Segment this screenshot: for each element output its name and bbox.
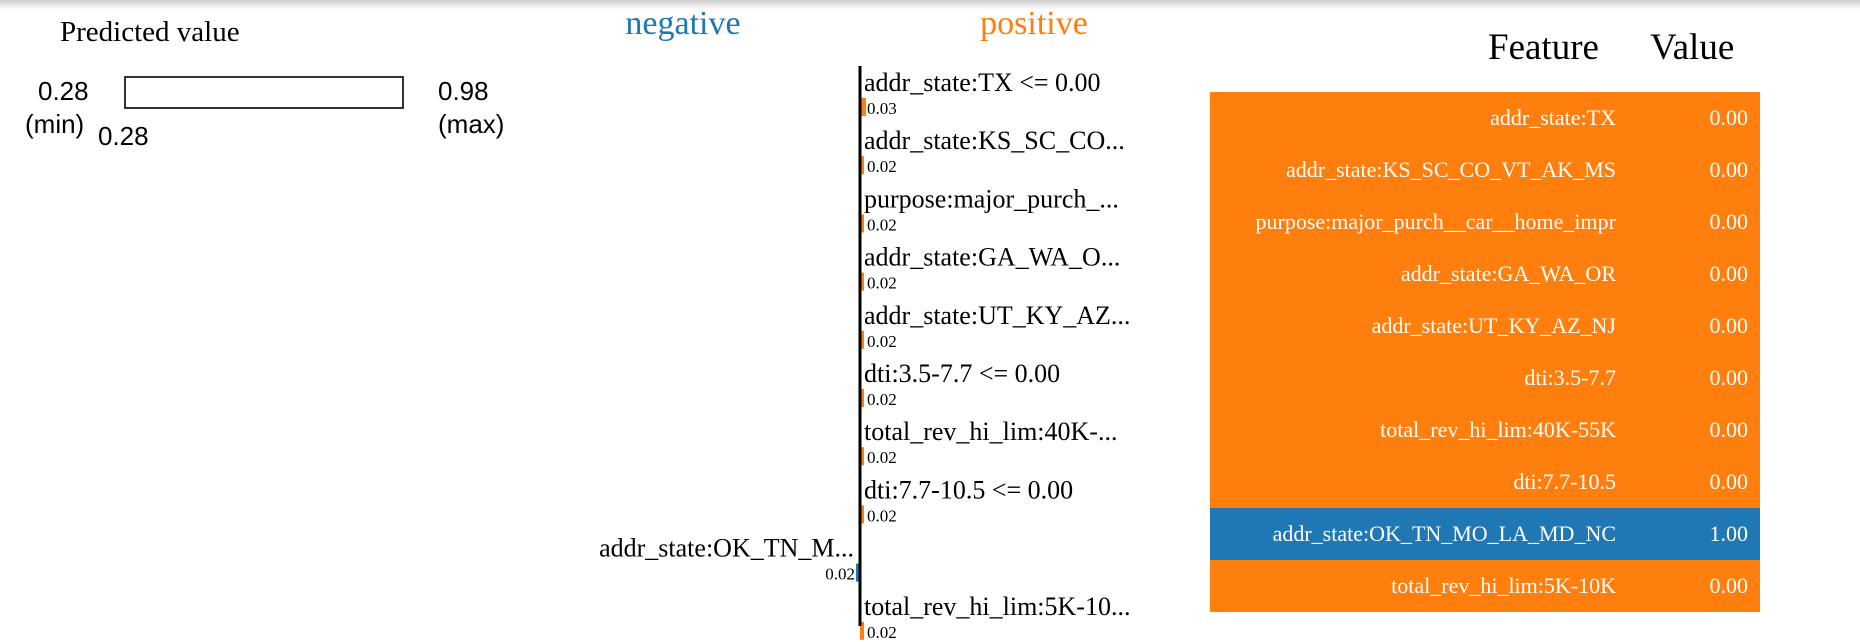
table-header-value: Value	[1650, 27, 1735, 68]
legend-positive: positive	[980, 5, 1088, 42]
table-cell-value: 0.00	[1709, 209, 1749, 234]
bar-label: total_rev_hi_lim:40K-...	[864, 417, 1117, 446]
table-cell-value: 0.00	[1709, 469, 1749, 494]
bar-value-label: 0.02	[867, 215, 897, 234]
contribution-bar	[860, 389, 864, 407]
contribution-bar	[860, 330, 864, 349]
table-row: addr_state:UT_KY_AZ_NJ 0.00	[1210, 300, 1760, 352]
table-cell-feature: addr_state:TX	[1490, 105, 1616, 130]
bar-value-label: 0.02	[867, 448, 897, 467]
table-header-feature: Feature	[1488, 27, 1599, 68]
table-cell-feature: total_rev_hi_lim:5K-10K	[1391, 573, 1616, 598]
bar-value-label: 0.02	[867, 506, 897, 525]
contribution-bar	[860, 621, 864, 640]
table-cell-value: 0.00	[1709, 157, 1749, 182]
contribution-bar	[860, 98, 866, 116]
table-row: total_rev_hi_lim:40K-55K 0.00	[1210, 404, 1760, 456]
bar-label: addr_state:TX <= 0.00	[864, 68, 1101, 97]
bar-label: addr_state:KS_SC_CO...	[864, 126, 1125, 155]
predicted-min-label: (min)	[25, 109, 85, 139]
contribution-bar	[860, 272, 864, 291]
bar-value-label: 0.03	[867, 99, 897, 118]
table-cell-value: 1.00	[1709, 521, 1749, 546]
bar-label: addr_state:GA_WA_O...	[864, 243, 1120, 272]
table-cell-feature: addr_state:UT_KY_AZ_NJ	[1371, 313, 1616, 338]
bar-value-label: 0.02	[825, 565, 855, 584]
predicted-value-bar	[124, 76, 404, 109]
contribution-bar	[860, 505, 864, 524]
table-row: addr_state:KS_SC_CO_VT_AK_MS 0.00	[1210, 144, 1760, 196]
bar-value-label: 0.02	[867, 157, 897, 176]
table-cell-feature: addr_state:GA_WA_OR	[1400, 261, 1616, 286]
feature-value-table: addr_state:TX 0.00 addr_state:KS_SC_CO_VT_…	[1210, 92, 1760, 612]
bar-value-label: 0.02	[867, 274, 897, 293]
table-cell-feature: dti:3.5-7.7	[1524, 365, 1616, 390]
predicted-max-value: 0.98	[438, 76, 489, 106]
table-row: total_rev_hi_lim:5K-10K 0.00	[1210, 560, 1760, 612]
predicted-current-value: 0.28	[98, 121, 149, 151]
bar-value-label: 0.02	[867, 332, 897, 351]
table-cell-value: 0.00	[1709, 105, 1749, 130]
table-row: addr_state:GA_WA_OR 0.00	[1210, 248, 1760, 300]
bar-label: dti:7.7-10.5 <= 0.00	[864, 475, 1073, 504]
table-row: purpose:major_purch__car__home_impr 0.00	[1210, 196, 1760, 248]
table-cell-feature: addr_state:KS_SC_CO_VT_AK_MS	[1285, 157, 1616, 182]
bar-label: purpose:major_purch_...	[864, 184, 1119, 213]
predicted-min-value: 0.28	[38, 76, 89, 106]
bar-label: addr_state:UT_KY_AZ...	[864, 301, 1130, 330]
table-row: dti:7.7-10.5 0.00	[1210, 456, 1760, 508]
table-cell-value: 0.00	[1709, 417, 1749, 442]
contribution-bar	[860, 214, 864, 233]
top-shadow	[0, 0, 1860, 10]
predicted-value-title: Predicted value	[60, 16, 240, 48]
contribution-bar	[860, 156, 864, 175]
table-row: addr_state:OK_TN_MO_LA_MD_NC 1.00	[1210, 508, 1760, 560]
table-cell-feature: total_rev_hi_lim:40K-55K	[1380, 417, 1616, 442]
bar-label: addr_state:OK_TN_M...	[599, 534, 854, 563]
table-cell-feature: dti:7.7-10.5	[1513, 469, 1616, 494]
bar-label: dti:3.5-7.7 <= 0.00	[864, 359, 1060, 388]
bar-value-label: 0.02	[867, 623, 897, 642]
table-cell-value: 0.00	[1709, 573, 1749, 598]
table-cell-feature: addr_state:OK_TN_MO_LA_MD_NC	[1272, 521, 1616, 546]
contribution-bar	[860, 447, 864, 466]
table-row: dti:3.5-7.7 0.00	[1210, 352, 1760, 404]
table-cell-value: 0.00	[1709, 261, 1749, 286]
legend-negative: negative	[625, 5, 740, 42]
contribution-bar	[856, 563, 860, 582]
bar-label: total_rev_hi_lim:5K-10...	[864, 592, 1130, 621]
contribution-chart: negative positive addr_state:TX <= 0.00 0…	[599, 5, 1130, 642]
bar-value-label: 0.02	[867, 390, 897, 409]
table-cell-feature: purpose:major_purch__car__home_impr	[1255, 209, 1616, 234]
table-cell-value: 0.00	[1709, 313, 1749, 338]
table-row: addr_state:TX 0.00	[1210, 92, 1760, 144]
predicted-max-label: (max)	[438, 109, 505, 139]
table-cell-value: 0.00	[1709, 365, 1749, 390]
